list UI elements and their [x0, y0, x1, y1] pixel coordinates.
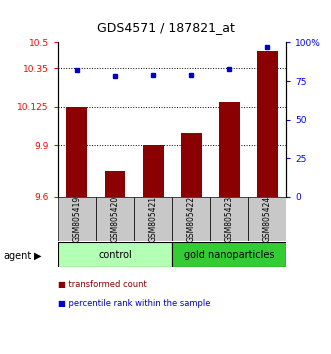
Text: gold nanoparticles: gold nanoparticles [184, 250, 274, 260]
Bar [105, 171, 125, 197]
Text: GSM805422: GSM805422 [187, 196, 196, 242]
Bar [257, 51, 278, 197]
Text: GSM805424: GSM805424 [263, 195, 272, 242]
Bar [172, 197, 210, 241]
Bar [219, 102, 240, 197]
Text: GDS4571 / 187821_at: GDS4571 / 187821_at [97, 21, 234, 34]
Bar [58, 197, 96, 241]
Bar [96, 197, 134, 241]
Bar [172, 242, 286, 267]
Text: ▶: ▶ [34, 251, 42, 261]
Bar [143, 145, 164, 197]
Bar [58, 242, 172, 267]
Bar [134, 197, 172, 241]
Text: GSM805419: GSM805419 [72, 195, 81, 242]
Text: GSM805420: GSM805420 [111, 195, 119, 242]
Text: agent: agent [3, 251, 31, 261]
Bar [181, 133, 202, 197]
Bar [248, 197, 286, 241]
Text: GSM805423: GSM805423 [225, 195, 234, 242]
Text: ■ transformed count: ■ transformed count [58, 280, 147, 289]
Text: GSM805421: GSM805421 [149, 196, 158, 242]
Bar [210, 197, 248, 241]
Text: control: control [98, 250, 132, 260]
Text: ■ percentile rank within the sample: ■ percentile rank within the sample [58, 299, 211, 308]
Bar [67, 107, 87, 197]
